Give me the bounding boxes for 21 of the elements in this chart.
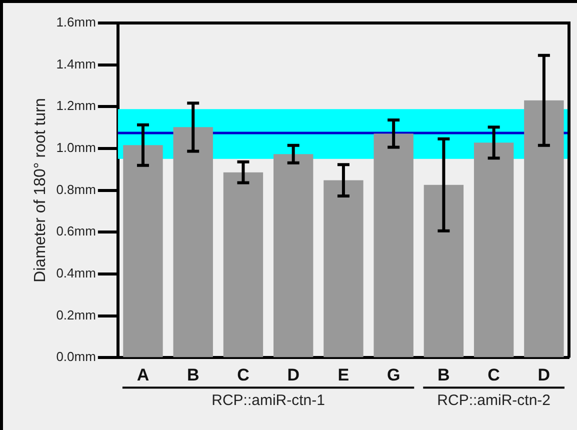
text: RCP::amiR-ctn-2 bbox=[437, 392, 550, 410]
text: RCP::amiR-ctn-1 bbox=[212, 392, 325, 410]
x-tick-label: B bbox=[438, 365, 450, 384]
x-tick-label: D bbox=[287, 365, 300, 384]
y-tick-label: 0.4mm bbox=[56, 266, 96, 281]
y-tick-label: 1.6mm bbox=[56, 14, 96, 30]
x-tick-label: D bbox=[538, 365, 550, 384]
y-axis-title: Diameter of 180° root turn bbox=[32, 98, 50, 282]
y-tick-label: 1.0mm bbox=[56, 140, 96, 156]
x-tick-label: C bbox=[237, 365, 250, 384]
y-tick-label: 0.6mm bbox=[56, 224, 96, 239]
x-tick-label: C bbox=[488, 365, 500, 384]
x-tick-label: A bbox=[136, 365, 150, 384]
y-tick-label: 0.0mm bbox=[56, 349, 96, 364]
x-tick-label: B bbox=[186, 365, 200, 384]
y-tick-label: 1.2mm bbox=[56, 98, 96, 114]
x-tick-label: E bbox=[338, 365, 350, 384]
y-tick-label: 1.4mm bbox=[56, 56, 96, 72]
y-tick-label: 0.2mm bbox=[56, 307, 96, 322]
x-tick-label: G bbox=[386, 365, 400, 384]
y-tick-label: 0.8mm bbox=[56, 182, 96, 197]
